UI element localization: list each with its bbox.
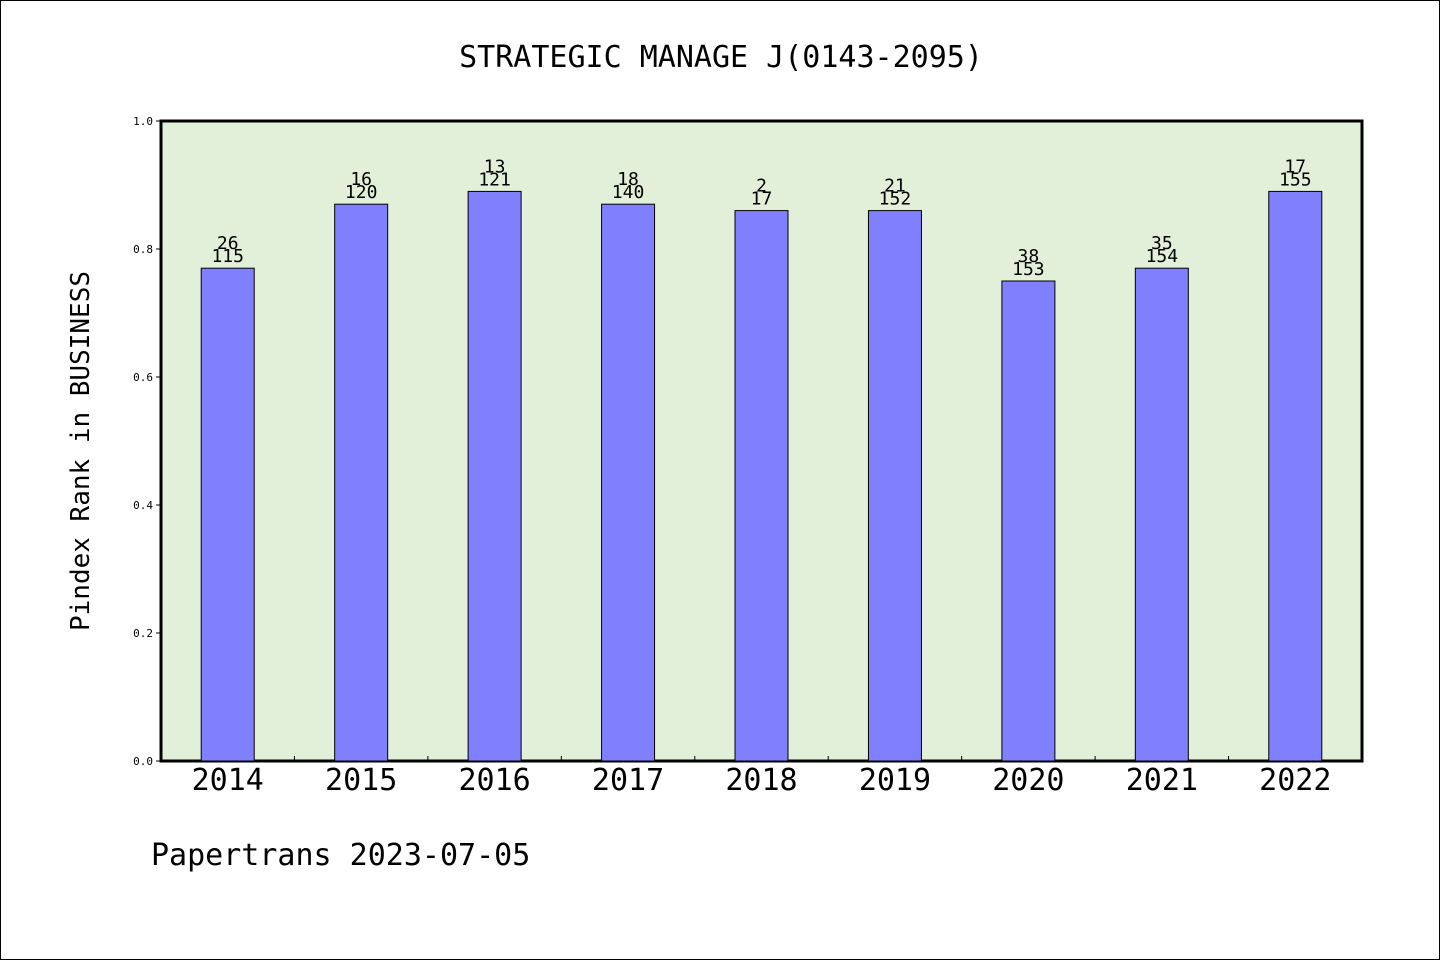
bar-total-label: 115 — [211, 246, 244, 267]
y-tick-label: 0.4 — [133, 499, 153, 512]
x-tick-label: 2017 — [592, 763, 664, 798]
bar-total-label: 121 — [478, 169, 511, 190]
x-tick-label: 2022 — [1259, 763, 1331, 798]
y-tick-label: 0.2 — [133, 627, 153, 640]
bar-total-label: 153 — [1012, 259, 1045, 280]
bar — [1268, 190, 1323, 762]
bar-total-label: 154 — [1146, 246, 1179, 267]
bar-total-label: 155 — [1279, 169, 1312, 190]
bar-total-label: 152 — [879, 189, 912, 210]
bar-rank-label: 18 — [617, 169, 639, 190]
y-tick-label: 0.6 — [133, 371, 153, 384]
x-tick-label: 2015 — [325, 763, 397, 798]
y-tick-label: 0.0 — [133, 755, 153, 768]
bar-rank-label: 2 — [756, 176, 767, 197]
chart-title: STRATEGIC MANAGE J(0143-2095) — [459, 40, 983, 75]
y-tick-label: 1.0 — [133, 115, 153, 128]
bar — [734, 210, 789, 762]
y-axis-label: Pindex Rank in BUSINESS — [66, 271, 96, 631]
x-tick-label: 2014 — [192, 763, 264, 798]
bar-rank-label: 38 — [1018, 246, 1040, 267]
bar-rank-label: 21 — [884, 176, 906, 197]
x-tick-label: 2018 — [725, 763, 797, 798]
bar-total-label: 17 — [751, 189, 773, 210]
footer-text: Papertrans 2023-07-05 — [151, 838, 530, 873]
bar-rank-label: 16 — [350, 169, 372, 190]
x-tick-label: 2016 — [458, 763, 530, 798]
y-tick-label: 0.8 — [133, 243, 153, 256]
x-tick-label: 2020 — [992, 763, 1064, 798]
bar-rank-label: 13 — [484, 156, 506, 177]
bar-rank-label: 17 — [1284, 156, 1306, 177]
bar-rank-label: 35 — [1151, 233, 1173, 254]
bar — [334, 203, 389, 762]
bar-rank-label: 26 — [217, 233, 239, 254]
bar-total-label: 120 — [345, 182, 378, 203]
bar — [1134, 267, 1189, 762]
bar — [867, 210, 922, 762]
bar — [601, 203, 656, 762]
x-axis: 2014 2015 2016 2017 2018 2019 2020 2021 2022 — [192, 756, 1331, 798]
x-tick-label: 2019 — [859, 763, 931, 798]
bar-total-label: 140 — [612, 182, 645, 203]
bar — [200, 267, 255, 762]
y-axis: 0.0 0.2 0.4 0.6 0.8 1.0 — [133, 115, 161, 768]
bar — [1001, 280, 1056, 762]
bar — [467, 190, 522, 762]
x-tick-label: 2021 — [1126, 763, 1198, 798]
